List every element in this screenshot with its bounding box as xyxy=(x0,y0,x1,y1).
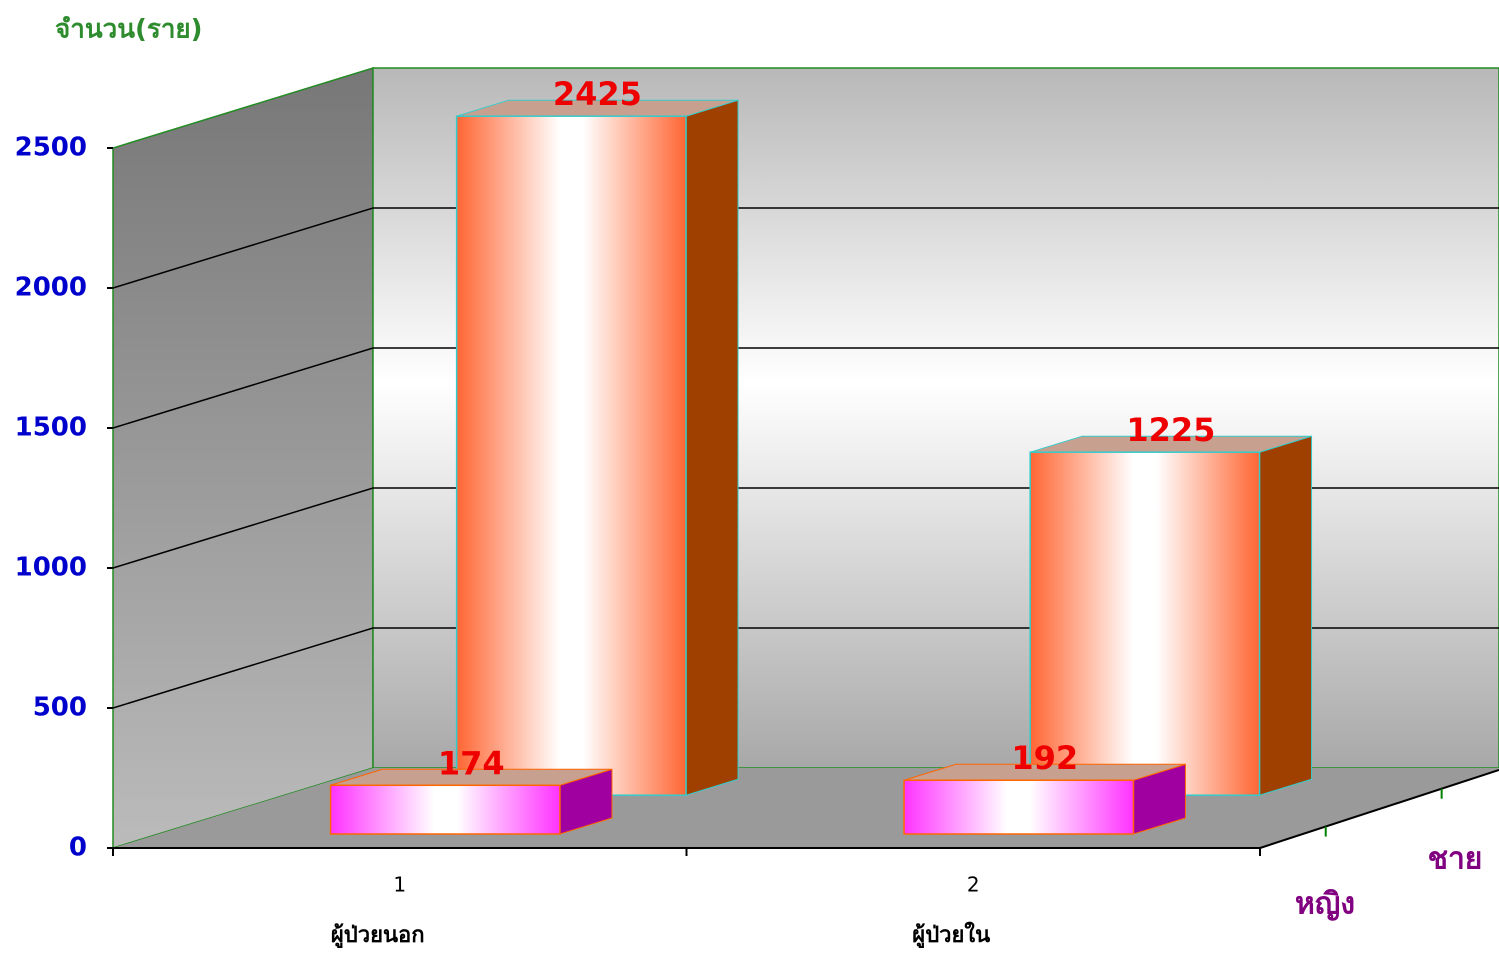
y-tick-label: 500 xyxy=(33,693,87,723)
data-label: 174 xyxy=(438,744,505,782)
bar-side xyxy=(1259,435,1313,796)
bar-side xyxy=(685,99,739,796)
y-tick-label: 0 xyxy=(69,833,87,863)
category-label: ผู้ป่วยนอก xyxy=(331,923,425,949)
x-tick-label: 2 xyxy=(967,873,980,897)
legend-label: หญิง xyxy=(1295,887,1355,922)
y-tick-label: 2000 xyxy=(15,273,87,303)
grid-line xyxy=(112,347,1499,429)
depth-axis xyxy=(1259,769,1499,849)
bar xyxy=(329,784,561,835)
x-tick-label: 1 xyxy=(393,873,406,897)
legend-label: ชาย xyxy=(1428,842,1483,877)
data-label: 2425 xyxy=(553,75,642,113)
data-label: 1225 xyxy=(1126,411,1215,449)
y-axis-label: จำนวน(ราย) xyxy=(55,15,203,45)
bar xyxy=(455,115,687,796)
data-label: 192 xyxy=(1011,739,1078,777)
side-wall xyxy=(112,66,374,850)
y-tick-label: 1000 xyxy=(15,553,87,583)
y-tick-label: 2500 xyxy=(15,133,87,163)
bar xyxy=(903,779,1135,835)
category-label: ผู้ป่วยใน xyxy=(912,921,990,949)
bar xyxy=(1029,451,1261,796)
grid-line xyxy=(112,207,1499,289)
y-tick-label: 1500 xyxy=(15,413,87,443)
